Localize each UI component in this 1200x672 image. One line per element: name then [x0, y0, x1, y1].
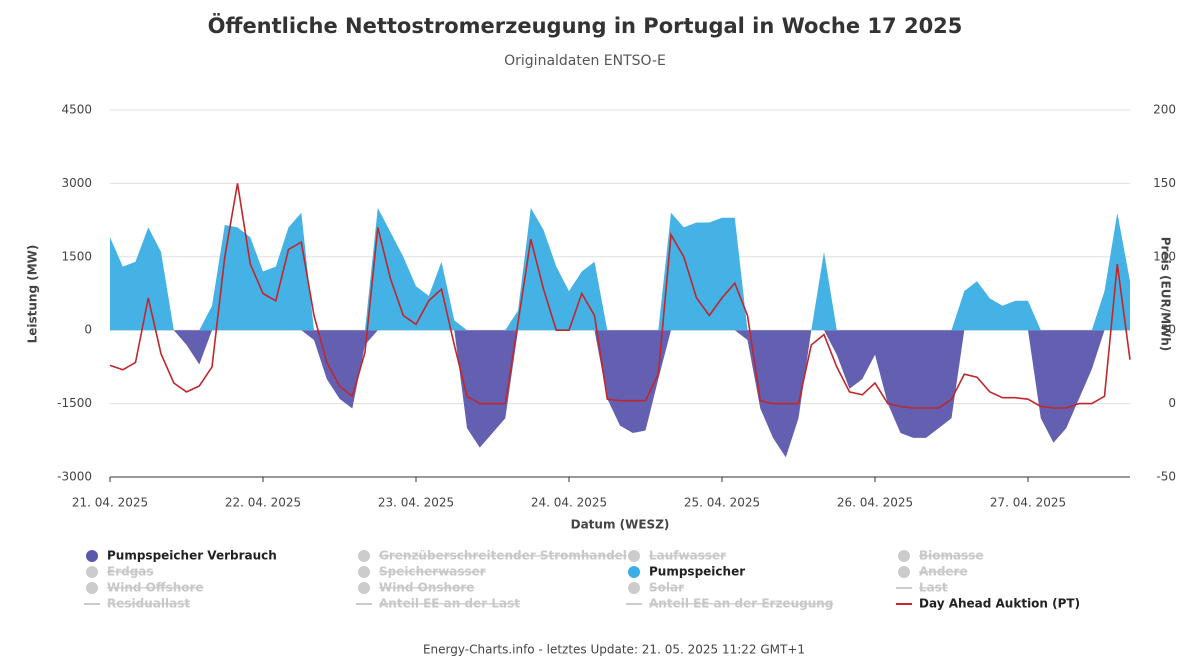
y-tick-label: 3000: [61, 176, 92, 190]
legend-marker: [628, 566, 640, 578]
legend-label[interactable]: Residuallast: [107, 597, 190, 611]
legend-label[interactable]: Solar: [649, 581, 684, 595]
legend-marker: [628, 582, 640, 594]
y2-tick-label: 50: [1161, 323, 1176, 337]
x-tick-label: 23. 04. 2025: [378, 496, 454, 510]
legend-label[interactable]: Anteil EE an der Erzeugung: [649, 597, 833, 611]
legend-marker: [86, 550, 98, 562]
legend-label[interactable]: Pumpspeicher Verbrauch: [107, 549, 277, 563]
legend-label[interactable]: Last: [919, 581, 948, 595]
y2-tick-label: 200: [1153, 103, 1176, 117]
x-tick-label: 24. 04. 2025: [531, 496, 607, 510]
legend-marker: [358, 566, 370, 578]
y2-axis-label: Preis (EUR/MWh): [1159, 237, 1173, 352]
legend-marker: [628, 550, 640, 562]
legend-marker: [86, 566, 98, 578]
y-tick-label: 1500: [61, 249, 92, 263]
legend-label[interactable]: Wind Onshore: [379, 581, 474, 595]
y-tick-label: 0: [84, 323, 92, 337]
legend-marker: [358, 582, 370, 594]
legend-label[interactable]: Biomasse: [919, 549, 984, 563]
footer: Energy-Charts.info - letztes Update: 21.…: [423, 643, 805, 657]
legend-label[interactable]: Grenzüberschreitender Stromhandel: [379, 549, 627, 563]
line: [109, 183, 1131, 409]
y2-tick-label: -50: [1156, 470, 1176, 484]
area: [110, 207, 1130, 331]
x-tick-label: 21. 04. 2025: [72, 496, 148, 510]
legend-label[interactable]: Speicherwasser: [379, 565, 486, 579]
y2-tick-label: 0: [1168, 396, 1176, 410]
y2-tick-label: 150: [1153, 176, 1176, 190]
legend-label[interactable]: Anteil EE an der Last: [379, 597, 520, 611]
legend-label[interactable]: Day Ahead Auktion (PT): [919, 597, 1080, 611]
legend-label[interactable]: Wind Offshore: [107, 581, 204, 595]
x-axis-label: Datum (WESZ): [571, 518, 670, 532]
chart-subtitle: Originaldaten ENTSO-E: [504, 53, 666, 69]
legend-marker: [898, 550, 910, 562]
legend-label[interactable]: Laufwasser: [649, 549, 726, 563]
y-tick-label: -1500: [57, 396, 92, 410]
x-tick-label: 26. 04. 2025: [837, 496, 913, 510]
legend-marker: [86, 582, 98, 594]
legend-label[interactable]: Erdgas: [107, 565, 154, 579]
legend-label[interactable]: Pumpspeicher: [649, 565, 745, 579]
area: [110, 330, 1130, 458]
legend-marker: [898, 566, 910, 578]
legend-label[interactable]: Andere: [919, 565, 968, 579]
x-tick-label: 27. 04. 2025: [990, 496, 1066, 510]
chart-title: Öffentliche Nettostromerzeugung in Portu…: [208, 13, 963, 38]
x-tick-label: 25. 04. 2025: [684, 496, 760, 510]
y-tick-label: 4500: [61, 103, 92, 117]
y-axis-label: Leistung (MW): [26, 245, 40, 344]
x-tick-label: 22. 04. 2025: [225, 496, 301, 510]
legend-marker: [358, 550, 370, 562]
y2-tick-label: 100: [1153, 249, 1176, 263]
y-tick-label: -3000: [57, 470, 92, 484]
